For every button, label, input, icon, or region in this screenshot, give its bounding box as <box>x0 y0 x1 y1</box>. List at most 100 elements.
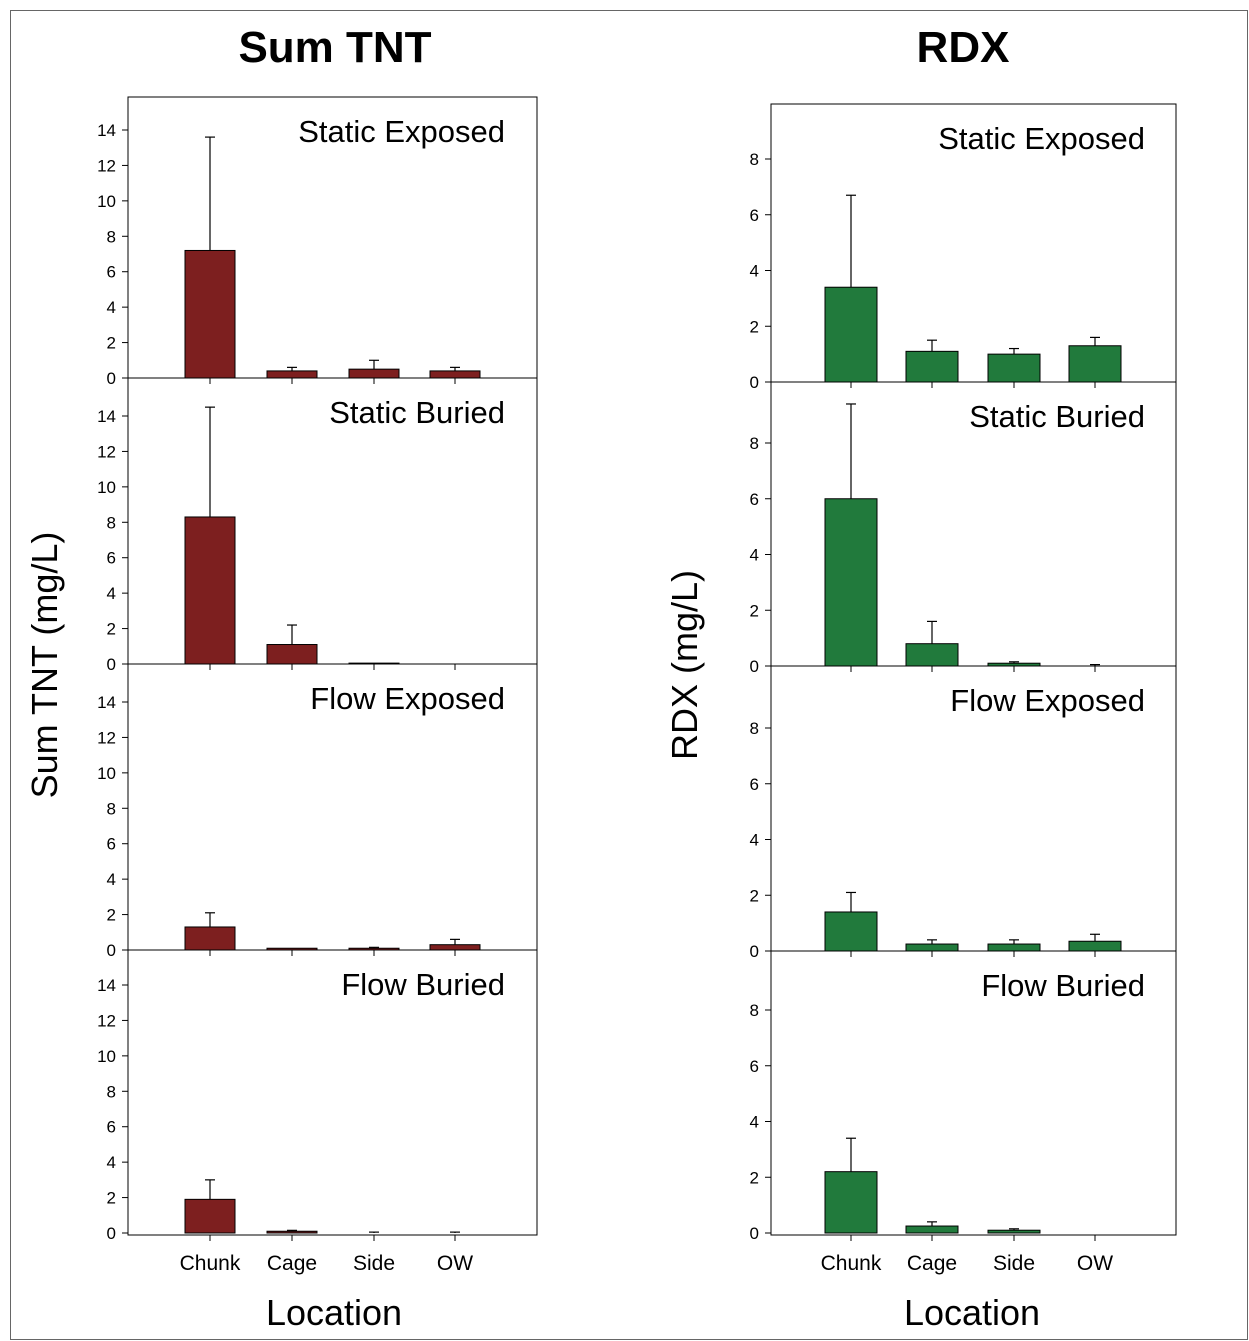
x-category-label: OW <box>1077 1252 1113 1275</box>
panel-title: Static Exposed <box>298 114 505 149</box>
panel-title: Static Buried <box>969 399 1145 434</box>
column-title-rdx: RDX <box>917 23 1010 72</box>
x-category-label: Cage <box>267 1252 317 1275</box>
y-tick-label: 8 <box>107 799 116 818</box>
panel-rdx-0: 0 2 4 6 8 Static Exposed <box>750 103 1177 392</box>
y-tick-label: 10 <box>97 478 116 497</box>
y-tick-label: 2 <box>750 886 759 905</box>
y-tick-label: 8 <box>107 227 116 246</box>
y-tick-label: 10 <box>97 1047 116 1066</box>
bar-chunk <box>824 498 878 667</box>
y-tick-label: 6 <box>107 549 116 568</box>
y-tick-label: 14 <box>97 121 116 140</box>
bar-cage <box>266 644 318 665</box>
y-tick-label: 6 <box>750 206 759 225</box>
bar-chunk <box>184 516 236 665</box>
x-category-label: Chunk <box>180 1252 241 1275</box>
bar-cage <box>905 943 959 952</box>
bar-chunk <box>184 926 236 951</box>
y-tick-label: 6 <box>750 490 759 509</box>
x-category-label: Cage <box>907 1252 957 1275</box>
y-tick-label: 4 <box>750 831 759 850</box>
panel-group: 0 2 4 6 8 10 12 14 Static Exposed 0 2 4 6 8 10 12 14 Stat… <box>97 96 1177 1275</box>
bar-chunk <box>824 1171 878 1234</box>
y-tick-label: 8 <box>750 150 759 169</box>
y-tick-label: 10 <box>97 764 116 783</box>
y-tick-label: 6 <box>107 263 116 282</box>
column-title-sum-tnt: Sum TNT <box>238 23 431 72</box>
y-tick-label: 2 <box>107 334 116 353</box>
x-category-label: Side <box>993 1252 1035 1275</box>
bar-chunk <box>824 286 878 383</box>
y-tick-label: 2 <box>750 1168 759 1187</box>
bar-side <box>987 943 1041 952</box>
bar-side <box>348 368 400 379</box>
y-tick-label: 6 <box>107 835 116 854</box>
y-tick-label: 2 <box>107 620 116 639</box>
panel-sum-tnt-0: 0 2 4 6 8 10 12 14 Static Exposed <box>97 96 538 388</box>
y-tick-label: 0 <box>107 655 116 674</box>
y-tick-label: 2 <box>750 317 759 336</box>
bar-side <box>987 353 1041 383</box>
bar-cage <box>905 643 959 667</box>
panel-title: Static Buried <box>329 395 505 430</box>
y-tick-label: 2 <box>107 1189 116 1208</box>
y-tick-label: 2 <box>750 601 759 620</box>
y-tick-label: 0 <box>750 1224 759 1243</box>
bar-chunk <box>824 911 878 952</box>
y-tick-label: 12 <box>97 728 116 747</box>
panel-rdx-2: 0 2 4 6 8 Flow Exposed <box>750 665 1177 961</box>
y-tick-label: 4 <box>750 262 759 281</box>
y-tick-label: 6 <box>750 1057 759 1076</box>
y-tick-label: 4 <box>750 1113 759 1132</box>
y-tick-label: 8 <box>750 434 759 453</box>
y-tick-label: 6 <box>750 775 759 794</box>
x-category-label: Chunk <box>821 1252 882 1275</box>
bar-chunk <box>184 1198 236 1234</box>
panel-title: Flow Exposed <box>950 683 1145 718</box>
y-tick-label: 0 <box>107 369 116 388</box>
y-tick-label: 4 <box>107 1153 116 1172</box>
panel-sum-tnt-2: 0 2 4 6 8 10 12 14 Flow Exposed <box>97 663 538 960</box>
panel-frame <box>127 949 538 1236</box>
y-tick-label: 4 <box>750 546 759 565</box>
bar-cage <box>266 1230 318 1234</box>
y-tick-label: 8 <box>107 1082 116 1101</box>
y-tick-label: 4 <box>107 298 116 317</box>
bar-cage <box>266 370 318 379</box>
y-axis-title-rdx: RDX (mg/L) <box>664 570 705 760</box>
bar-ow <box>1068 940 1122 952</box>
y-tick-label: 14 <box>97 976 116 995</box>
y-tick-label: 10 <box>97 192 116 211</box>
panel-sum-tnt-1: 0 2 4 6 8 10 12 14 Static Buried <box>97 377 538 674</box>
y-tick-label: 0 <box>750 942 759 961</box>
y-axis-title-sum-tnt: Sum TNT (mg/L) <box>24 532 65 799</box>
y-tick-label: 12 <box>97 1011 116 1030</box>
y-tick-label: 0 <box>107 1224 116 1243</box>
panel-frame <box>770 950 1177 1236</box>
bar-ow <box>429 944 481 951</box>
y-tick-label: 6 <box>107 1118 116 1137</box>
bar-ow <box>429 370 481 379</box>
y-tick-label: 12 <box>97 442 116 461</box>
x-axis-title-rdx: Location <box>904 1292 1040 1333</box>
panel-title: Flow Buried <box>981 968 1145 1003</box>
panel-sum-tnt-3: 0 2 4 6 8 10 12 14 Flow Buried Chunk Cage Side OW <box>97 949 538 1275</box>
bar-ow <box>1068 345 1122 383</box>
y-tick-label: 4 <box>107 584 116 603</box>
x-category-label: Side <box>353 1252 395 1275</box>
panel-title: Static Exposed <box>938 121 1145 156</box>
bar-chunk <box>184 249 236 379</box>
panel-title: Flow Exposed <box>310 681 505 716</box>
y-tick-label: 8 <box>750 719 759 738</box>
y-tick-label: 14 <box>97 407 116 426</box>
panel-rdx-3: 0 2 4 6 8 Flow Buried Chunk Cage Side OW <box>750 950 1177 1275</box>
y-tick-label: 14 <box>97 693 116 712</box>
x-category-label: OW <box>437 1252 473 1275</box>
y-tick-label: 8 <box>107 513 116 532</box>
y-tick-label: 2 <box>107 906 116 925</box>
y-tick-label: 0 <box>750 657 759 676</box>
panel-title: Flow Buried <box>341 967 505 1002</box>
y-tick-label: 8 <box>750 1001 759 1020</box>
